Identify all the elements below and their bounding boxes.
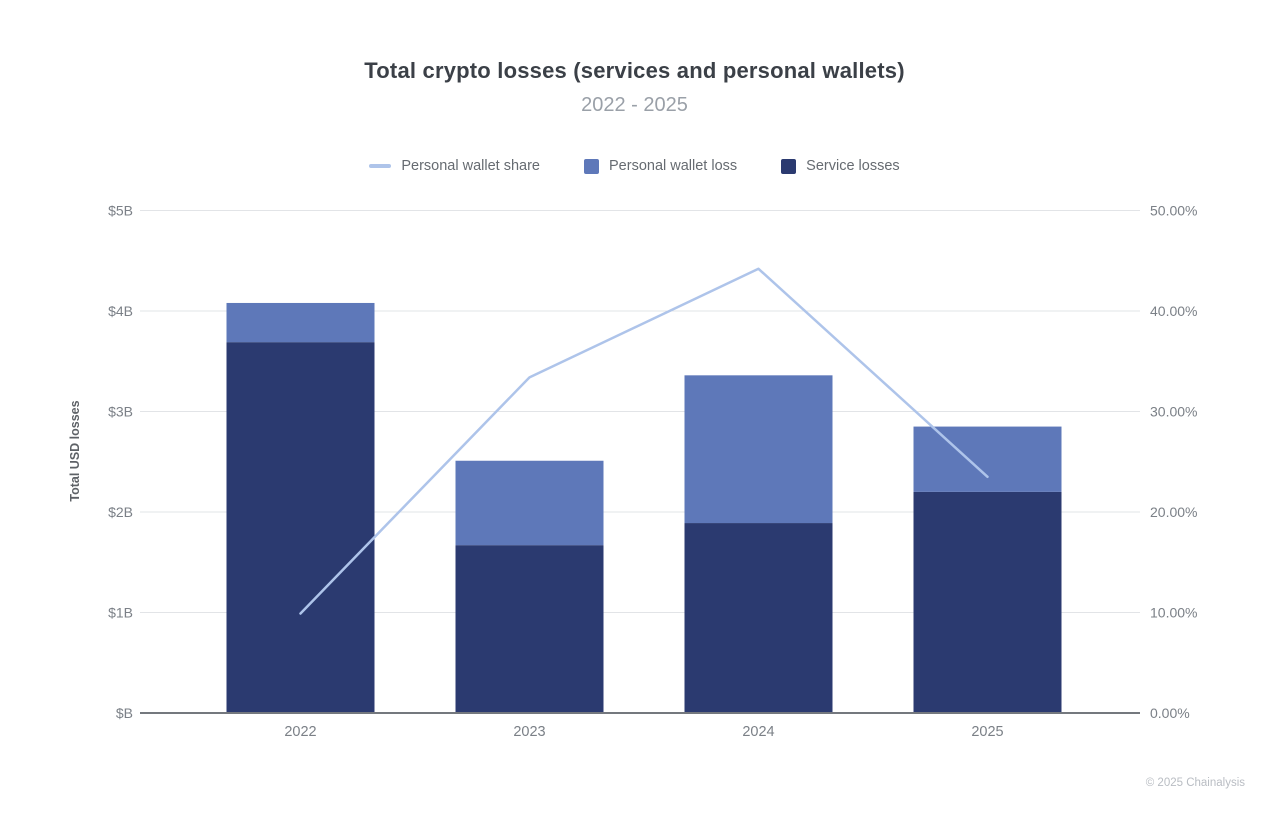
- right-axis-tick-label: 10.00%: [1150, 604, 1197, 620]
- right-axis-tick-label: 0.00%: [1150, 705, 1190, 721]
- legend-item-service-losses: Service losses: [781, 158, 900, 174]
- x-axis-label-2022: 2022: [284, 724, 316, 740]
- legend-label: Personal wallet loss: [609, 158, 738, 174]
- x-axis-label-2024: 2024: [742, 724, 774, 740]
- right-axis-tick-label: 50.00%: [1150, 202, 1197, 218]
- left-axis-tick-label: $2B: [108, 504, 133, 520]
- chart-subtitle: 2022 - 2025: [581, 94, 688, 116]
- chart-title: Total crypto losses (services and person…: [364, 58, 905, 83]
- bar-personal-wallet-loss-2025: [913, 426, 1062, 492]
- right-axis-tick-label: 30.00%: [1150, 403, 1197, 419]
- legend-item-personal-wallet-loss: Personal wallet loss: [584, 158, 737, 174]
- left-axis-tick-label: $3B: [108, 403, 133, 419]
- square-swatch-icon: [781, 158, 797, 174]
- x-axis-label-2025: 2025: [971, 724, 1003, 740]
- legend-label: Personal wallet share: [401, 158, 540, 174]
- right-axis-tick-label: 20.00%: [1150, 504, 1197, 520]
- bar-personal-wallet-loss-2023: [455, 460, 604, 546]
- left-axis-tick-label: $B: [116, 705, 133, 721]
- bar-service-losses-2022: [226, 342, 375, 713]
- x-axis-label-2023: 2023: [513, 724, 545, 740]
- bar-service-losses-2024: [684, 523, 833, 713]
- square-swatch-icon: [584, 158, 599, 174]
- legend-label: Service losses: [806, 158, 900, 174]
- bar-personal-wallet-loss-2022: [226, 302, 375, 343]
- right-axis-tick-label: 40.00%: [1150, 303, 1197, 319]
- bar-personal-wallet-loss-2024: [684, 375, 833, 524]
- left-axis-title: Total USD losses: [68, 400, 82, 501]
- personal-wallet-share-line: [299, 267, 989, 615]
- footer-credit: © 2025 Chainalysis: [1145, 777, 1245, 789]
- left-axis-tick-label: $4B: [108, 303, 133, 319]
- left-axis-tick-label: $5B: [108, 202, 133, 218]
- left-axis-tick-label: $1B: [108, 604, 133, 620]
- legend: Personal wallet share Personal wallet lo…: [0, 158, 1269, 174]
- bar-service-losses-2023: [455, 545, 604, 713]
- line-swatch-icon: [369, 164, 392, 168]
- bar-service-losses-2025: [913, 491, 1062, 713]
- legend-item-personal-wallet-share: Personal wallet share: [369, 158, 540, 174]
